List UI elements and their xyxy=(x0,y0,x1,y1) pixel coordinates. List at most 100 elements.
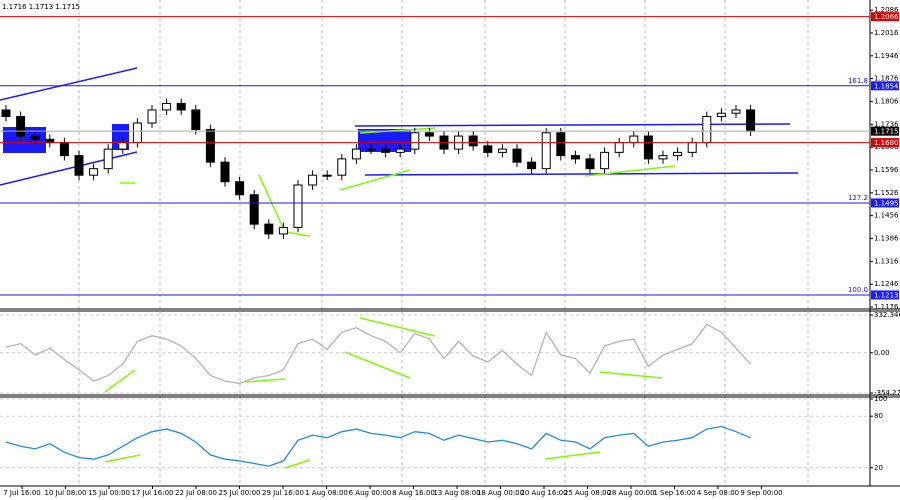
candle-body xyxy=(658,155,668,160)
candle-body xyxy=(716,112,726,117)
candle-body xyxy=(16,115,26,137)
candle-body xyxy=(410,132,420,150)
candle-body xyxy=(512,148,522,163)
candle-body xyxy=(600,151,610,170)
candle-body xyxy=(220,161,230,183)
trend-line xyxy=(0,151,138,186)
divergence-line xyxy=(339,169,411,191)
y-tick-label: 1.1316 xyxy=(874,257,899,265)
y-tick-label: 80 xyxy=(874,412,883,420)
candle-body xyxy=(731,109,741,114)
y-tick-label: 1.1176 xyxy=(874,303,899,311)
x-tick-label: 13 Aug 08:00 xyxy=(433,489,480,497)
fib-label: 161.8 xyxy=(848,77,868,85)
x-tick-label: 15 Jul 00:00 xyxy=(88,489,130,497)
y-tick-label: 1.1946 xyxy=(874,52,899,60)
x-tick-label: 9 Sep 00:00 xyxy=(740,489,782,497)
candle-body xyxy=(74,155,84,176)
x-tick-label: 20 Aug 16:00 xyxy=(520,489,567,497)
candle-body xyxy=(176,102,186,111)
candle-body xyxy=(527,161,537,170)
candle-body xyxy=(264,223,274,235)
x-tick-label: 8 Aug 16:00 xyxy=(392,489,435,497)
divergence-line xyxy=(258,174,286,233)
x-tick-label: 1 Sep 16:00 xyxy=(653,489,695,497)
candle-body xyxy=(351,148,361,160)
candle-body xyxy=(629,135,639,144)
y-tick-label: 1.1386 xyxy=(874,235,899,243)
level-label: 1.1680 xyxy=(874,139,899,147)
divergence-line xyxy=(344,351,411,379)
level-label-box xyxy=(871,81,899,91)
y-tick-label: 1.1876 xyxy=(874,75,899,83)
candle-body xyxy=(337,158,347,176)
candle-body xyxy=(381,148,391,153)
divergence-line xyxy=(544,451,601,460)
candle-body xyxy=(191,109,201,131)
trend-line xyxy=(0,67,138,101)
candle-body xyxy=(59,142,69,157)
indicator-line xyxy=(5,425,751,467)
candle-body xyxy=(103,148,113,170)
candle-body xyxy=(585,158,595,170)
divergence-line xyxy=(104,369,136,393)
candle-body xyxy=(1,109,11,117)
frames xyxy=(0,0,900,487)
level-label-box xyxy=(871,12,899,22)
x-tick-label: 28 Aug 00:00 xyxy=(607,489,654,497)
candle-body xyxy=(249,194,259,225)
x-tick-label: 10 Jul 08:00 xyxy=(45,489,87,497)
price-header: 1.1716 1.1713 1.1715 xyxy=(2,3,80,11)
candle-body xyxy=(687,142,697,153)
y-tick-label: 1.2016 xyxy=(874,29,899,37)
candle-body xyxy=(468,135,478,147)
divergence-line xyxy=(359,317,436,337)
candle-body xyxy=(395,148,405,153)
candle-body xyxy=(366,148,376,151)
candle-body xyxy=(147,109,157,124)
candle-body xyxy=(424,132,434,137)
drawings xyxy=(0,67,799,469)
level-label-box xyxy=(871,138,899,148)
level-label-box xyxy=(871,290,899,300)
candle-body xyxy=(132,122,142,144)
candle-body xyxy=(673,151,683,157)
x-tick-label: 4 Sep 08:00 xyxy=(697,489,739,497)
candle-body xyxy=(30,135,40,140)
divergence-line xyxy=(284,459,311,469)
candle-body xyxy=(293,184,303,228)
candle-body xyxy=(556,132,566,157)
x-tick-label: 18 Aug 00:00 xyxy=(477,489,524,497)
indicator-line xyxy=(5,323,752,385)
level-label: 1.1715 xyxy=(874,128,899,136)
candle-body xyxy=(322,174,332,177)
vertical-grid xyxy=(78,0,809,485)
candle-body xyxy=(702,115,712,144)
candle-body xyxy=(118,142,128,150)
y-tick-label: 1.1596 xyxy=(874,166,899,174)
fib-label: 100.0 xyxy=(848,286,868,294)
candle-body xyxy=(278,226,288,235)
x-tick-label: 1 Aug 08:00 xyxy=(305,489,348,497)
divergence-line xyxy=(244,378,286,383)
level-label: 1.2066 xyxy=(874,13,899,21)
x-tick-label: 25 Jul 00:00 xyxy=(219,489,261,497)
x-tick-label: 22 Jul 08:00 xyxy=(175,489,217,497)
candle-body xyxy=(308,174,318,186)
divergence-line xyxy=(359,127,436,134)
divergence-line xyxy=(284,231,311,237)
candle-body xyxy=(746,109,756,132)
channel-line xyxy=(364,172,799,176)
channel-line xyxy=(354,123,791,127)
y-tick-label: 1.1246 xyxy=(874,280,899,288)
level-label: 1.1495 xyxy=(874,199,899,207)
candle-body xyxy=(89,168,99,176)
y-tick-label: 1.1806 xyxy=(874,97,899,105)
divergence-line xyxy=(104,454,141,463)
candle-body xyxy=(541,132,551,170)
y-tick-label: 1.2086 xyxy=(874,6,899,14)
candle-body xyxy=(643,135,653,160)
y-tick-label: 1.1666 xyxy=(874,143,899,151)
